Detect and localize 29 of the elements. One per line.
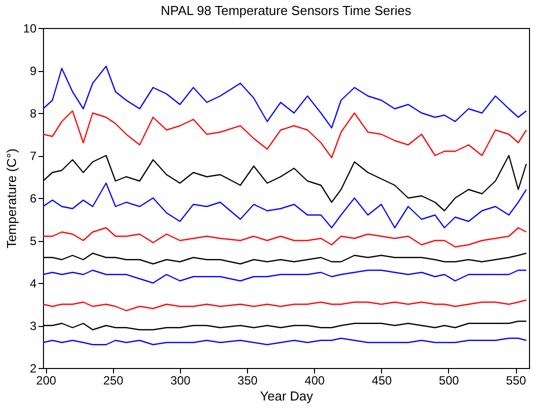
y-tick-label: 9 (30, 64, 37, 78)
x-tick-label: 350 (238, 374, 258, 388)
y-tick-label: 7 (30, 149, 37, 163)
line-series (43, 227, 527, 248)
y-tick-label: 3 (30, 319, 37, 333)
x-tick-label: 400 (304, 374, 326, 388)
y-tick-label: 4 (30, 276, 37, 290)
line-series (43, 338, 527, 346)
y-tick-label: 8 (30, 106, 37, 120)
x-tick-label: 550 (506, 374, 526, 388)
line-series (43, 154, 527, 212)
y-tick-label: 6 (30, 192, 37, 206)
x-tick-label: 500 (438, 374, 460, 388)
line-series (43, 299, 527, 312)
x-tick-label: 200 (36, 374, 57, 388)
line-series (43, 270, 527, 284)
line-series (43, 182, 527, 228)
x-tick-label: 450 (372, 374, 392, 388)
line-series (43, 110, 527, 158)
y-tick-label: 5 (30, 234, 37, 248)
y-tick-label: 2 (30, 362, 37, 376)
y-tick-label: 10 (23, 22, 37, 36)
y-axis-title: Temperature (C°) (4, 148, 20, 248)
line-series (43, 66, 527, 128)
x-tick-label: 250 (103, 374, 124, 388)
chart-title: NPAL 98 Temperature Sensors Time Series (160, 3, 412, 18)
line-series (43, 252, 527, 264)
x-tick-label: 300 (170, 374, 191, 388)
x-axis-title: Year Day (260, 388, 314, 404)
